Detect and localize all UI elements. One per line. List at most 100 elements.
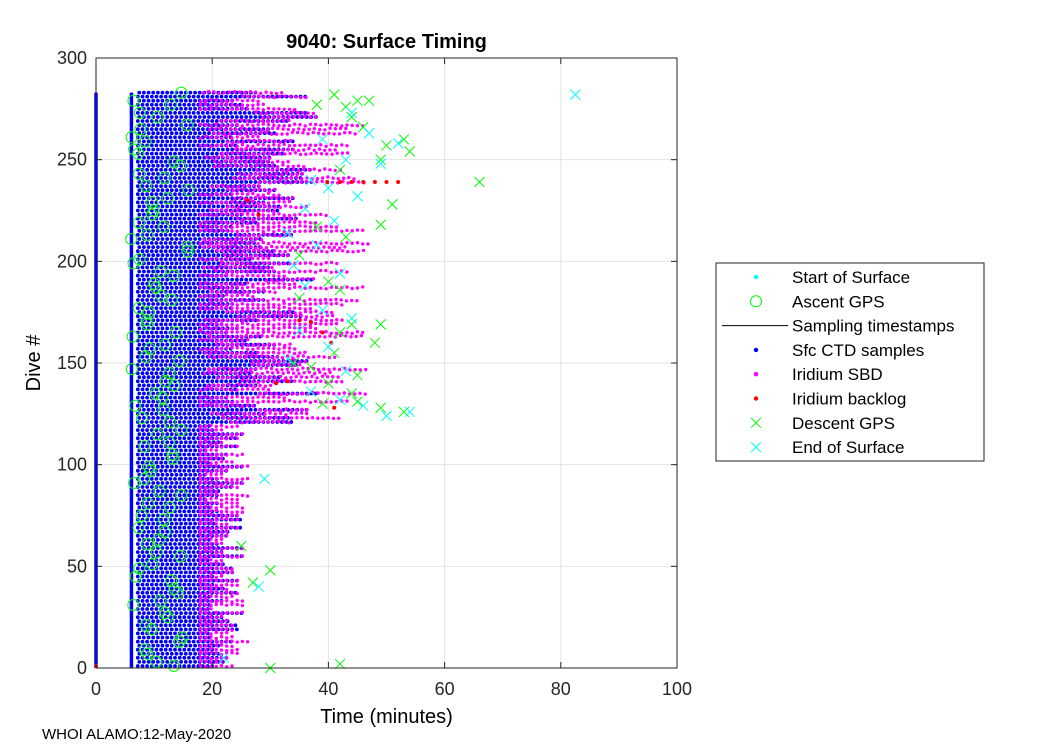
ctd-sample-point xyxy=(183,294,188,298)
iridium-sbd-point xyxy=(198,571,203,575)
ctd-sample-point xyxy=(183,643,188,648)
iridium-sbd-point xyxy=(218,335,222,339)
iridium-sbd-point xyxy=(227,416,231,421)
ctd-sample-point xyxy=(173,306,177,310)
ctd-sample-point xyxy=(188,261,193,266)
iridium-sbd-point xyxy=(272,303,276,307)
ctd-sample-point xyxy=(160,489,165,493)
ctd-sample-point xyxy=(188,578,193,583)
iridium-sbd-point xyxy=(289,375,293,380)
ctd-sample-point xyxy=(219,233,224,237)
ctd-sample-point xyxy=(163,151,168,156)
ctd-sample-point xyxy=(145,395,150,400)
ctd-sample-point xyxy=(182,135,187,140)
ctd-sample-point xyxy=(160,643,165,648)
iridium-sbd-point xyxy=(209,505,213,509)
ctd-sample-point xyxy=(140,452,145,457)
ctd-sample-point xyxy=(135,582,140,587)
ctd-sample-point xyxy=(191,599,196,603)
ctd-sample-point xyxy=(149,607,154,611)
ctd-sample-point xyxy=(179,204,184,209)
iridium-sbd-point xyxy=(293,220,297,224)
ctd-sample-point xyxy=(154,249,159,254)
iridium-sbd-point xyxy=(204,480,208,485)
iridium-sbd-point xyxy=(235,330,239,334)
ctd-sample-point xyxy=(146,367,151,371)
ctd-sample-point xyxy=(165,603,170,607)
ctd-sample-point xyxy=(168,371,173,376)
iridium-sbd-point xyxy=(232,415,236,420)
iridium-sbd-point xyxy=(272,323,276,327)
iridium-sbd-point xyxy=(198,555,203,559)
iridium-sbd-point xyxy=(219,331,224,335)
iridium-sbd-point xyxy=(228,254,232,258)
ctd-sample-point xyxy=(168,363,173,367)
ctd-sample-point xyxy=(135,525,140,530)
iridium-sbd-point xyxy=(198,440,203,444)
ctd-sample-point xyxy=(248,342,253,347)
iridium-sbd-point xyxy=(240,395,245,400)
ctd-sample-point xyxy=(196,127,201,132)
iridium-sbd-point xyxy=(209,208,213,212)
ctd-sample-point xyxy=(211,521,216,526)
iridium-sbd-point xyxy=(240,257,245,261)
iridium-sbd-point xyxy=(219,652,224,657)
iridium-sbd-point xyxy=(225,262,229,266)
ctd-sample-point xyxy=(165,237,170,241)
ctd-sample-point xyxy=(230,115,235,119)
iridium-sbd-point xyxy=(355,228,360,232)
iridium-sbd-point xyxy=(209,351,213,355)
iridium-sbd-point xyxy=(236,314,241,319)
iridium-sbd-point xyxy=(266,209,271,213)
iridium-sbd-point xyxy=(281,371,285,375)
ctd-sample-point xyxy=(242,111,247,115)
ctd-sample-point xyxy=(221,180,225,184)
iridium-sbd-point xyxy=(283,249,287,254)
ctd-sample-point xyxy=(149,655,154,660)
iridium-sbd-point xyxy=(219,396,224,400)
iridium-sbd-point xyxy=(288,319,292,323)
iridium-sbd-point xyxy=(256,331,260,335)
ctd-sample-point xyxy=(207,115,211,119)
ctd-sample-point xyxy=(177,403,182,408)
iridium-sbd-point xyxy=(214,636,218,641)
ctd-sample-point xyxy=(151,660,156,664)
iridium-sbd-point xyxy=(245,241,250,245)
ctd-sample-point xyxy=(169,237,174,241)
iridium-sbd-point xyxy=(240,307,245,311)
ctd-sample-point xyxy=(179,619,184,624)
ctd-sample-point xyxy=(191,159,196,164)
ctd-sample-point xyxy=(156,464,160,469)
ctd-sample-point xyxy=(202,147,207,152)
iridium-sbd-point xyxy=(223,265,227,269)
ctd-sample-point xyxy=(135,501,140,506)
ctd-sample-point xyxy=(160,660,165,664)
iridium-sbd-point xyxy=(204,611,208,615)
ctd-sample-point xyxy=(174,375,179,380)
iridium-sbd-point xyxy=(230,339,234,343)
iridium-sbd-point xyxy=(204,403,208,408)
ctd-sample-point xyxy=(188,594,193,599)
ctd-sample-point xyxy=(173,273,177,278)
iridium-sbd-point xyxy=(353,367,357,372)
iridium-sbd-point xyxy=(204,546,208,550)
ctd-sample-point xyxy=(207,204,211,209)
iridium-sbd-point xyxy=(287,270,291,274)
ctd-sample-point xyxy=(174,464,179,469)
ctd-sample-point xyxy=(142,375,146,380)
iridium-sbd-point xyxy=(240,510,245,514)
iridium-sbd-point xyxy=(277,216,282,221)
iridium-sbd-point xyxy=(235,281,239,285)
iridium-sbd-point xyxy=(230,302,234,306)
ctd-sample-point xyxy=(238,167,243,172)
ctd-sample-point xyxy=(145,151,150,156)
ctd-sample-point xyxy=(225,115,230,119)
ctd-sample-point xyxy=(149,639,154,644)
iridium-sbd-point xyxy=(313,331,318,335)
iridium-sbd-point xyxy=(219,620,224,624)
ctd-sample-point xyxy=(188,456,193,461)
ctd-sample-point xyxy=(160,570,165,575)
ctd-sample-point xyxy=(159,639,164,644)
ctd-sample-point xyxy=(201,111,205,115)
iridium-sbd-point xyxy=(214,326,218,330)
